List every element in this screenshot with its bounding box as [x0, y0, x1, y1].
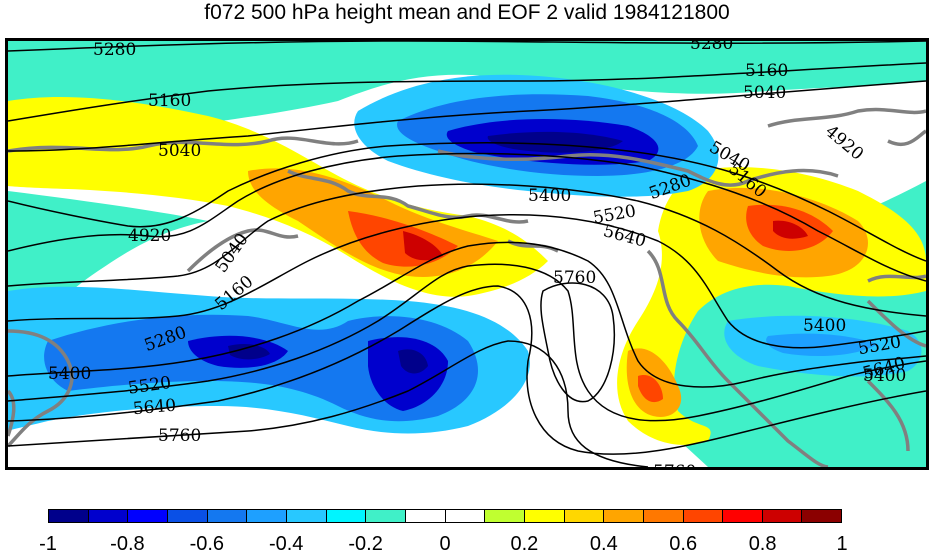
contour-5040-north: [8, 80, 926, 152]
contour-label: 5280: [690, 41, 733, 54]
colorbar-tick-label: 0.8: [748, 533, 777, 555]
colorbar-segment: [723, 510, 763, 522]
contour-label: 5160: [148, 91, 191, 111]
colorbar-segment: [524, 510, 565, 522]
colorbar-segment: [88, 510, 129, 522]
colorbar-segment: [445, 510, 486, 522]
colorbar-tick-label: -1: [39, 533, 57, 555]
anomaly-positive-west-darkred: [403, 231, 443, 261]
anomaly-negative-east-mid: [766, 333, 878, 356]
contour-5520: [8, 263, 926, 422]
contour-5760-center: [540, 282, 615, 403]
colorbar-tick-label: -0.2: [348, 533, 383, 555]
contour-5760-south: [8, 340, 649, 467]
contour-5040-mid: [8, 152, 926, 282]
colorbar-segment: [49, 510, 89, 522]
colorbar-tick-label: 1: [836, 533, 848, 555]
colorbar-segment: [366, 510, 406, 522]
colorbar-segment: [564, 510, 605, 522]
colorbar-tick-label: 0: [439, 533, 451, 555]
height-contours: [8, 41, 926, 467]
map-canvas: 5280 5280 5160 5160 5040 5040 5040 5040 …: [8, 41, 926, 467]
colorbar-tick-label: -0.6: [189, 533, 225, 555]
colorbar: [48, 509, 842, 523]
contour-5280-north: [8, 41, 926, 52]
anomaly-negative-southwest-center1: [228, 343, 270, 360]
colorbar-tick-label: 0.6: [669, 533, 698, 555]
colorbar-segment: [643, 510, 684, 522]
colorbar-segment: [247, 510, 287, 522]
contour-5400: [8, 241, 926, 388]
colorbar-ticks: -1 -0.8 -0.6 -0.4 -0.2 0 0.2 0.4 0.6 0.8 1: [0, 533, 934, 558]
anomaly-positive-east-darkred: [773, 220, 808, 239]
contour-5280-mid: [8, 214, 926, 349]
colorbar-segment: [326, 510, 367, 522]
colorbar-segment: [604, 510, 644, 522]
colorbar-segment: [762, 510, 803, 522]
colorbar-segment: [485, 510, 525, 522]
contour-label: 5400: [863, 366, 906, 386]
contour-label: 5760: [653, 462, 696, 467]
contour-5640: [8, 285, 926, 455]
colorbar-tick-label: 0.2: [510, 533, 539, 555]
anomaly-negative-southwest-core2: [368, 337, 448, 411]
contour-label: 5280: [93, 41, 136, 60]
contour-label: 5160: [745, 61, 788, 81]
contour-label: 5040: [743, 83, 786, 103]
contour-label: 5400: [803, 316, 846, 336]
colorbar-segment: [167, 510, 208, 522]
colorbar-tick-label: -0.4: [268, 533, 304, 555]
chart-title: f072 500 hPa height mean and EOF 2 valid…: [204, 1, 730, 24]
colorbar-tick-label: 0.4: [589, 533, 618, 555]
contour-label: 5640: [132, 396, 177, 420]
colorbar-segment: [405, 510, 446, 522]
colorbar-segment: [683, 510, 724, 522]
colorbar-tick-label: -0.8: [110, 533, 145, 555]
colorbar-segment: [128, 510, 168, 522]
contour-5160-north: [8, 62, 926, 122]
contour-label: 5400: [48, 364, 91, 384]
contour-label: 5760: [158, 426, 201, 446]
anomaly-negative-southwest-center2: [398, 349, 428, 374]
colorbar-segment: [286, 510, 327, 522]
map-panel: 5280 5280 5160 5160 5040 5040 5040 5040 …: [5, 38, 929, 470]
contour-label: 5760: [553, 268, 596, 288]
contour-label: 5400: [528, 186, 571, 206]
contour-5160-mid: [8, 183, 926, 317]
colorbar-segment: [802, 510, 842, 522]
contour-4920: [8, 141, 926, 262]
contour-label: 4920: [128, 226, 171, 246]
contour-label: 5040: [158, 141, 201, 161]
anomaly-positive-south-red: [638, 375, 663, 403]
colorbar-segment: [207, 510, 248, 522]
